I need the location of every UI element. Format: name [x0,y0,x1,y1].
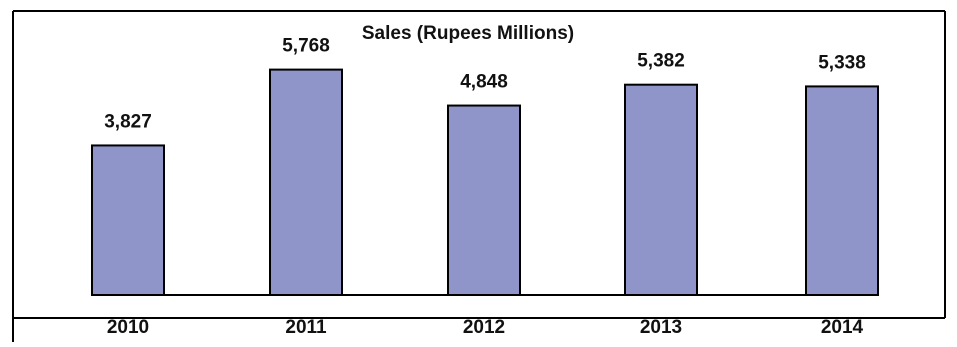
value-label-2013: 5,382 [637,51,685,72]
x-tick-label-2012: 2012 [463,317,505,338]
x-tick-label-2011: 2011 [285,317,327,338]
bar-2013 [624,83,698,296]
value-label-2011: 5,768 [282,36,330,57]
bars-group [91,68,879,297]
bar-2014 [805,85,879,297]
x-tick-label-2014: 2014 [821,317,864,338]
bar-2012 [447,104,521,296]
value-label-2010: 3,827 [104,111,152,132]
x-tick-label-2013: 2013 [640,317,682,338]
bar-2011 [269,68,343,296]
x-tick-labels-group: 2010 2011 2012 2013 2014 [107,317,864,338]
value-label-2012: 4,848 [460,72,508,93]
value-label-2014: 5,338 [818,52,866,73]
bar-2010 [91,144,165,296]
value-labels-group: 3,827 5,768 4,848 5,382 5,338 [104,36,866,133]
x-tick-label-2010: 2010 [107,317,149,338]
chart-title: Sales (Rupees Millions) [362,23,574,44]
